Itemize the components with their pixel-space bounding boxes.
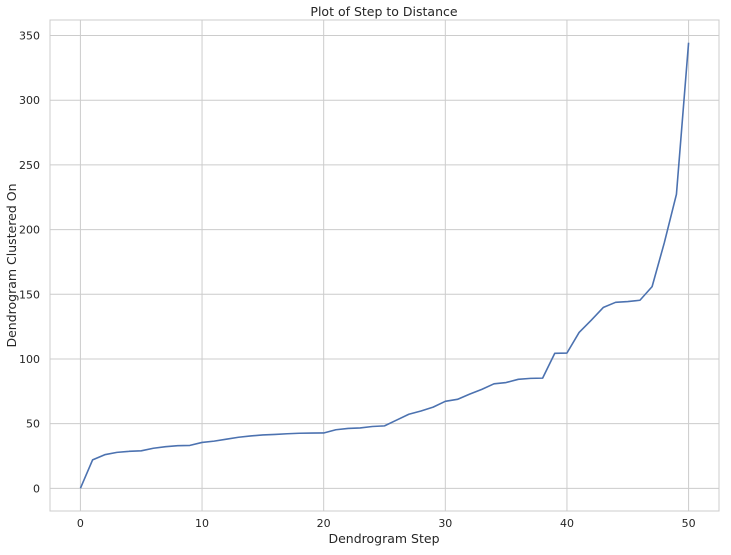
x-tick-label: 0 — [77, 517, 84, 530]
x-tick-label: 20 — [317, 517, 331, 530]
y-tick-label: 100 — [19, 353, 40, 366]
x-tick-label: 10 — [195, 517, 209, 530]
y-tick-label: 300 — [19, 94, 40, 107]
y-axis-label: Dendrogram Clustered On — [4, 183, 19, 347]
x-tick-label: 50 — [682, 517, 696, 530]
x-tick-label: 40 — [560, 517, 574, 530]
x-axis-label: Dendrogram Step — [328, 531, 439, 546]
plot-area — [49, 19, 720, 512]
y-tick-label: 150 — [19, 288, 40, 301]
y-tick-label: 250 — [19, 159, 40, 172]
series-line — [79, 42, 690, 489]
y-tick-label: 200 — [19, 224, 40, 237]
y-tick-label: 50 — [26, 418, 40, 431]
grid-lines — [50, 20, 719, 511]
y-tick-label: 350 — [19, 30, 40, 43]
x-tick-label: 30 — [438, 517, 452, 530]
series-layer — [79, 42, 690, 489]
y-tick-label: 0 — [33, 482, 40, 495]
chart-title: Plot of Step to Distance — [310, 4, 457, 19]
tick-labels: 0 10 20 30 40 50 0 50 100 150 200 250 300 350 — [19, 30, 696, 530]
